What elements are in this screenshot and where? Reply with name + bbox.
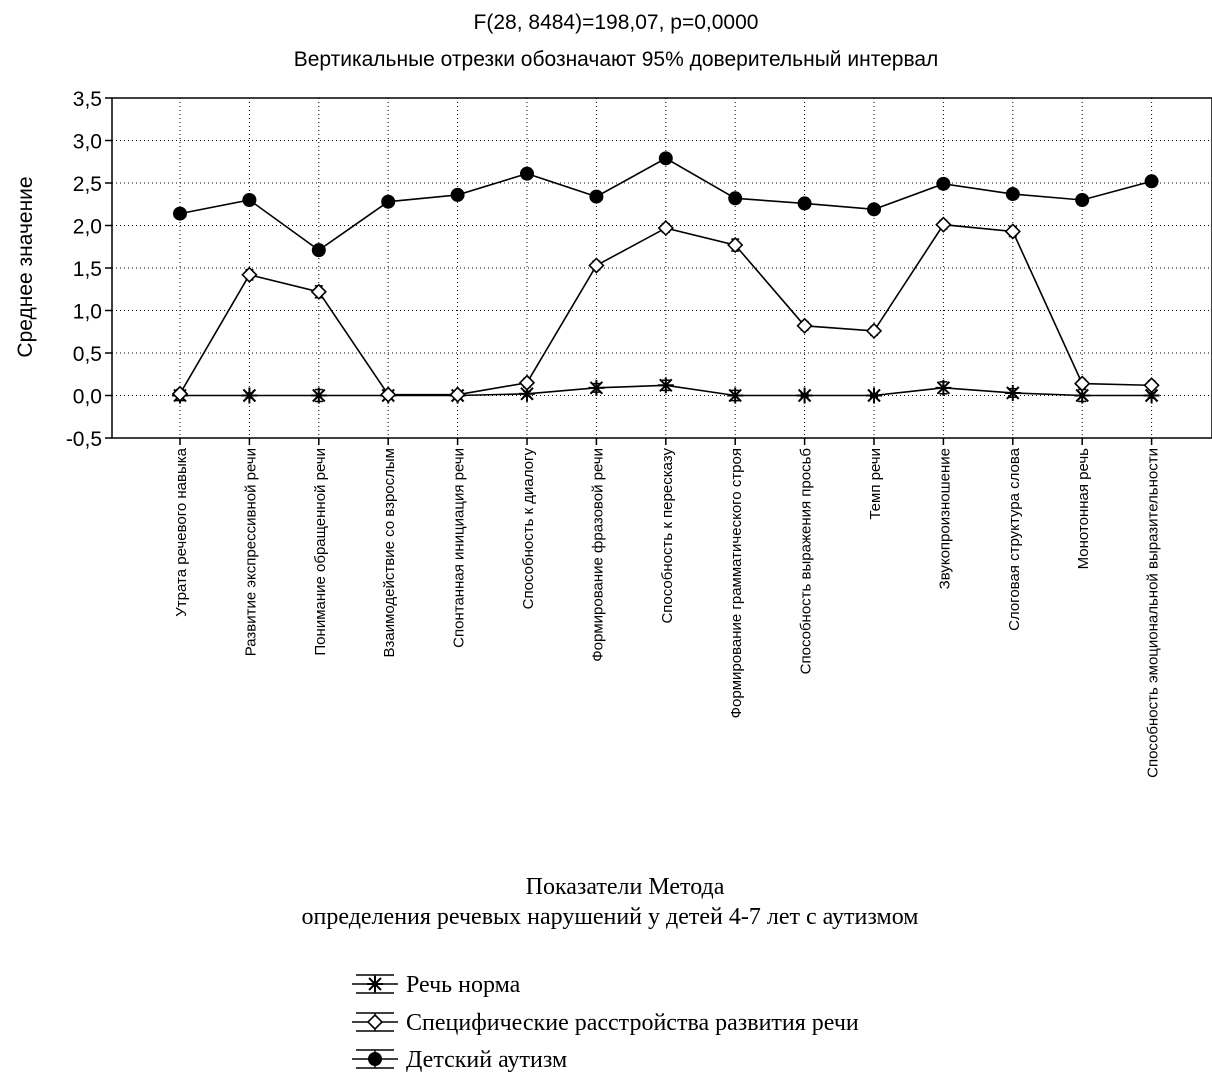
data-point <box>1004 223 1021 240</box>
data-point <box>797 196 812 211</box>
data-point <box>936 176 951 191</box>
data-point <box>796 317 813 334</box>
data-point <box>380 386 397 403</box>
legend-marker <box>366 1013 384 1031</box>
y-tick-label: 1,0 <box>73 301 102 324</box>
series-3 <box>173 151 1159 258</box>
data-point <box>241 266 258 283</box>
legend-item-3: Детский аутизм <box>352 1047 567 1073</box>
y-tick-label: 3,5 <box>73 88 102 111</box>
data-point <box>657 377 674 394</box>
x-tick-label: Понимание обращенной речи <box>312 448 329 656</box>
y-axis-label: Среднее значение <box>14 176 37 357</box>
legend-marker <box>367 976 383 992</box>
x-tick-label: Темп речи <box>867 448 884 520</box>
data-point <box>1074 375 1091 392</box>
legend-label: Речь норма <box>406 972 521 998</box>
data-point <box>866 387 882 404</box>
data-point <box>935 379 952 396</box>
y-tick-label: 2,0 <box>73 216 102 239</box>
data-point <box>520 166 534 181</box>
legend-label: Специфические расстройства развития речи <box>406 1010 859 1036</box>
data-point <box>1143 377 1160 394</box>
data-point <box>588 379 605 396</box>
chart-subtitle: Вертикальные отрезки обозначают 95% дове… <box>294 48 939 71</box>
x-ticks: Утрата речевого навыка Развитие экспресси… <box>173 438 1162 778</box>
legend-item-1: Речь норма <box>352 972 521 998</box>
x-tick-label: Взаимодействие со взрослым <box>381 448 398 658</box>
x-tick-label: Способность к пересказу <box>659 448 676 624</box>
legend: Речь норма Специфические расстройства раз… <box>352 972 859 1073</box>
data-point <box>449 386 466 403</box>
x-tick-label: Развитие экспрессивной речи <box>242 448 259 656</box>
data-point <box>589 189 604 204</box>
y-tick-label: 0,5 <box>73 343 102 366</box>
data-point <box>657 219 674 237</box>
y-tick-label: 1,5 <box>73 258 102 281</box>
x-tick-label: Звукопроизношение <box>936 448 953 589</box>
x-tick-label: Способность выражения просьб <box>798 448 815 674</box>
data-point <box>588 257 605 274</box>
x-tick-label: Слоговая структура слова <box>1006 447 1023 631</box>
x-tick-label: Способность эмоциональной выразительност… <box>1145 448 1162 778</box>
x-tick-label: Формирование фразовой речи <box>589 448 606 662</box>
data-point <box>727 387 744 404</box>
series-1 <box>172 377 1160 404</box>
data-point <box>935 216 952 233</box>
data-point <box>241 387 258 404</box>
x-tick-label: Способность к диалогу <box>520 448 537 610</box>
x-tick-label: Утрата речевого навыка <box>173 447 190 616</box>
data-point <box>310 387 327 404</box>
data-point <box>1004 384 1021 401</box>
plot-frame <box>111 97 1212 439</box>
data-point <box>518 374 536 391</box>
x-tick-label: Формирование грамматического строя <box>728 448 745 718</box>
data-point <box>311 243 326 258</box>
data-point <box>727 236 744 254</box>
y-tick-label: 3,0 <box>73 131 102 154</box>
legend-label: Детский аутизм <box>406 1047 567 1073</box>
data-point <box>1005 187 1020 202</box>
x-axis-label-line2: определения речевых нарушений у детей 4-… <box>302 904 919 930</box>
data-point <box>1144 174 1159 189</box>
legend-item-2: Специфические расстройства развития речи <box>352 1010 859 1036</box>
data-point <box>310 283 327 300</box>
data-point <box>728 191 743 206</box>
data-point <box>658 151 673 166</box>
plot-series <box>171 151 1160 404</box>
data-point <box>450 187 465 202</box>
data-point <box>865 322 883 340</box>
y-tick-label: -0,5 <box>66 428 102 451</box>
y-tick-label: 0,0 <box>73 386 102 409</box>
data-point <box>796 387 813 404</box>
data-point <box>173 206 187 221</box>
data-point <box>381 194 396 209</box>
data-point <box>1075 193 1090 207</box>
series-2 <box>171 216 1160 403</box>
data-point <box>242 193 257 207</box>
data-point <box>171 385 189 402</box>
x-tick-label: Спонтанная инициация речи <box>451 448 468 648</box>
chart-title: F(28, 8484)=198,07, p=0,0000 <box>474 11 759 34</box>
legend-marker <box>368 1052 382 1066</box>
x-tick-label: Монотонная речь <box>1075 448 1092 570</box>
data-point <box>867 202 881 217</box>
y-tick-label: 2,5 <box>73 173 102 196</box>
grid <box>112 98 1212 438</box>
series-line <box>179 157 1152 252</box>
x-axis-label-line1: Показатели Метода <box>526 874 725 900</box>
y-ticks: -0,5 0,0 0,5 1,0 1,5 2,0 2,5 3,0 3,5 <box>66 88 112 451</box>
